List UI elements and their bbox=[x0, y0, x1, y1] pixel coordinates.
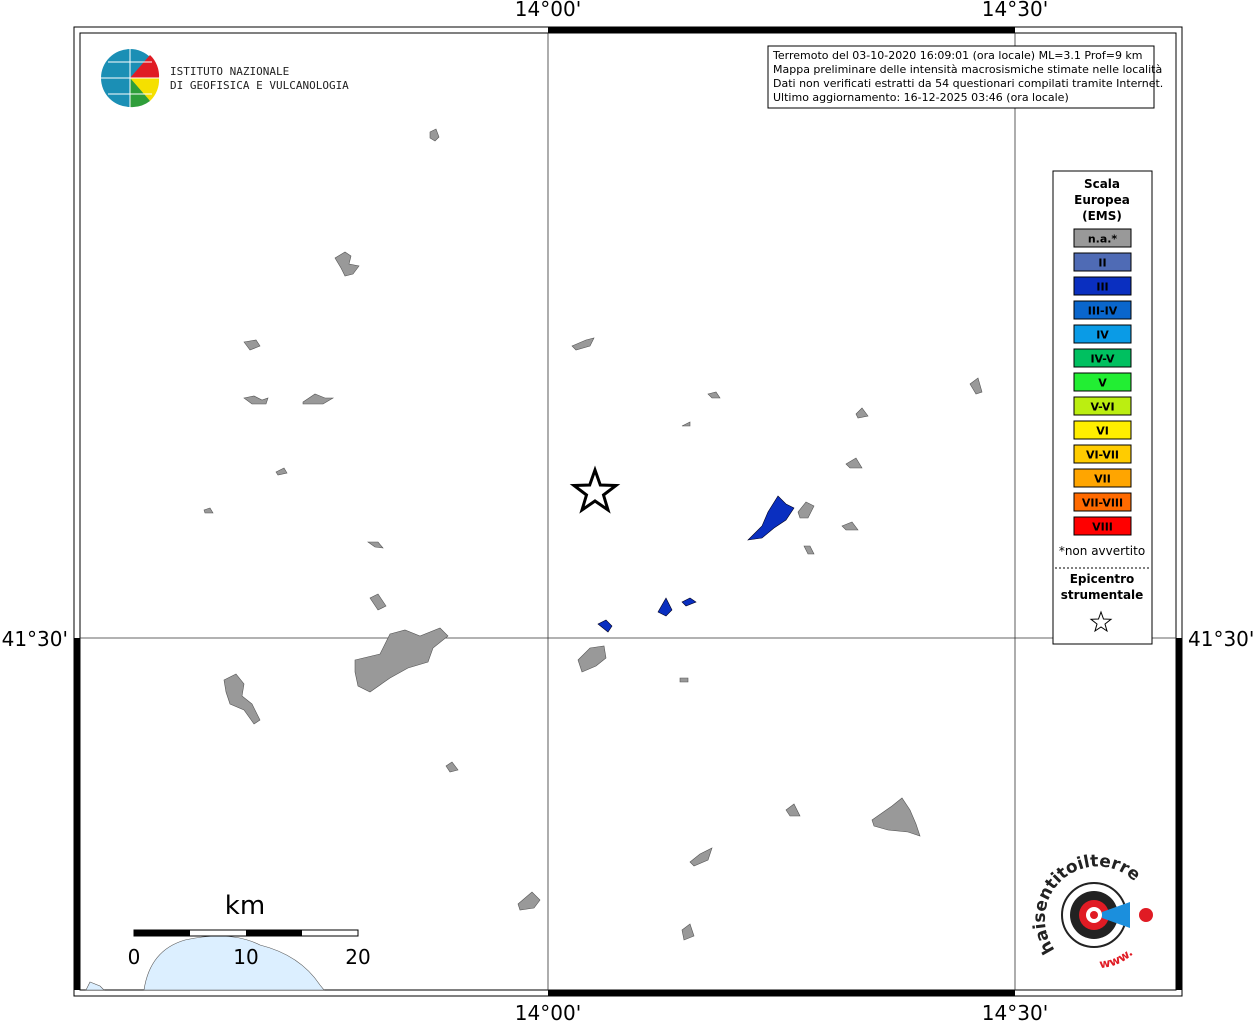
legend-title: Scala bbox=[1084, 177, 1120, 191]
frame-bar bbox=[548, 27, 1015, 33]
legend-swatch bbox=[1073, 228, 1132, 248]
info-line: Mappa preliminare delle intensità macros… bbox=[773, 63, 1162, 76]
info-line: Dati non verificati estratti da 54 quest… bbox=[773, 77, 1163, 90]
frame-bar bbox=[1176, 638, 1182, 990]
scale-tick: 20 bbox=[345, 945, 370, 969]
legend-epicenter: strumentale bbox=[1061, 588, 1144, 602]
sea bbox=[143, 935, 325, 991]
legend-label: IV-V bbox=[1090, 353, 1115, 366]
logo-text: DI GEOFISICA E VULCANOLOGIA bbox=[170, 79, 349, 92]
frame-bar bbox=[74, 638, 80, 990]
legend-star bbox=[1089, 610, 1113, 633]
legend-swatch bbox=[1073, 516, 1132, 536]
legend-note: *non avvertito bbox=[1059, 544, 1145, 558]
logo-text: ISTITUTO NAZIONALE bbox=[170, 65, 289, 78]
lat-label: 41°30' bbox=[1188, 627, 1254, 651]
legend-label: n.a.* bbox=[1088, 233, 1118, 246]
legend-label: III-IV bbox=[1088, 305, 1118, 318]
info-box bbox=[767, 45, 1155, 109]
epicenter-star bbox=[569, 465, 621, 514]
legend-label: V-VI bbox=[1090, 401, 1114, 414]
ingv-logo: ISTITUTO NAZIONALE DI GEOFISICA E VULCAN… bbox=[101, 49, 349, 108]
legend-label: IV bbox=[1096, 329, 1109, 342]
legend-swatch bbox=[1073, 468, 1132, 488]
lon-label: 14°00' bbox=[515, 1001, 581, 1024]
legend-title: Europea bbox=[1074, 193, 1130, 207]
legend-label: VII-VIII bbox=[1082, 497, 1123, 510]
legend-label: VII bbox=[1094, 473, 1111, 486]
legend-swatch bbox=[1073, 252, 1132, 272]
legend-label: VI bbox=[1096, 425, 1109, 438]
sea bbox=[85, 981, 105, 991]
scale-unit: km bbox=[225, 891, 265, 921]
info-line: Terremoto del 03-10-2020 16:09:01 (ora l… bbox=[772, 49, 1143, 62]
scale-tick: 10 bbox=[233, 945, 258, 969]
legend-swatch bbox=[1073, 348, 1132, 368]
info-line: Ultimo aggiornamento: 16-12-2025 03:46 (… bbox=[773, 91, 1069, 104]
legend-swatch bbox=[1073, 300, 1132, 320]
legend-epicenter: Epicentro bbox=[1070, 572, 1135, 586]
legend-swatch bbox=[1073, 444, 1132, 464]
legend-label: VI-VII bbox=[1086, 449, 1119, 462]
scale-bar: km 0 10 20 bbox=[128, 891, 371, 969]
legend-swatch bbox=[1073, 324, 1132, 344]
legend-label: V bbox=[1098, 377, 1107, 390]
legend-title: (EMS) bbox=[1082, 209, 1122, 223]
frame-bar bbox=[548, 990, 1015, 996]
scale-tick: 0 bbox=[128, 945, 141, 969]
lat-label: 41°30' bbox=[2, 627, 68, 651]
lon-label: 14°30' bbox=[982, 0, 1048, 21]
legend-label: VIII bbox=[1092, 521, 1113, 534]
legend-swatch bbox=[1073, 492, 1132, 512]
legend-label: III bbox=[1096, 281, 1108, 294]
legend-swatch bbox=[1073, 276, 1132, 296]
legend-swatch bbox=[1073, 396, 1132, 416]
legend-swatch bbox=[1073, 372, 1132, 392]
localities bbox=[203, 128, 983, 941]
lon-label: 14°30' bbox=[982, 1001, 1048, 1024]
legend-swatch bbox=[1073, 420, 1132, 440]
lon-label: 14°00' bbox=[515, 0, 581, 21]
legend-label: II bbox=[1098, 257, 1106, 270]
